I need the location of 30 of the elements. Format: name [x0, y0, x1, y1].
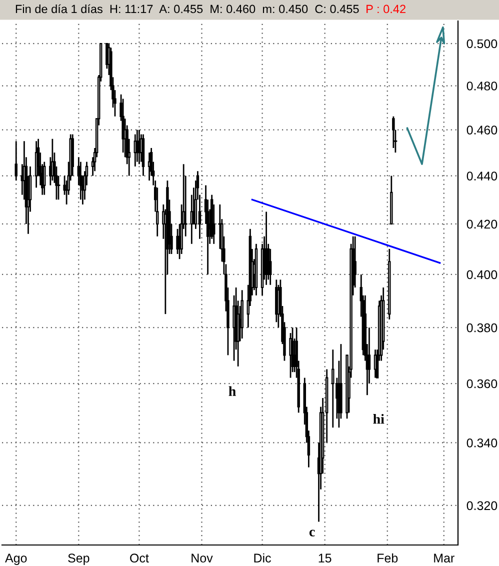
candlestick [332, 348, 334, 428]
x-tick-label: Nov [192, 554, 213, 563]
y-tick-label: 0.360 [466, 379, 498, 388]
annotation: h [228, 386, 236, 396]
x-tick-label: Mar [434, 554, 454, 563]
candlestick [392, 116, 395, 149]
candlestick [43, 161, 46, 196]
x-tick-label: Dic [254, 553, 271, 563]
x-tick-label: Sep [68, 554, 90, 565]
x-tick-label: Oct [130, 554, 149, 563]
y-tick-label: 0.320 [466, 501, 498, 510]
y-tick-label: 0.500 [466, 39, 498, 48]
candlestick [14, 140, 18, 182]
chart-title: Fin de día 1 días H: 11:17 A: 0.455 M: 0.460 m: 0.450 C: 0.455 [16, 4, 359, 14]
y-tick-label: 0.440 [466, 172, 498, 180]
y-tick-label: 0.460 [466, 126, 498, 134]
annotation: c [309, 530, 315, 536]
y-tick-label: 0.420 [466, 220, 498, 229]
y-tick-label: 0.480 [466, 82, 498, 90]
y-tick-label: 0.400 [466, 270, 498, 280]
x-tick-label: 15 [318, 554, 332, 563]
candlestick [122, 98, 124, 154]
candlestick [268, 248, 272, 286]
y-tick-label: 0.380 [466, 323, 498, 332]
x-tick-label: Feb [378, 553, 398, 563]
x-tick-label: Ago [5, 554, 27, 565]
annotation: hi [373, 414, 384, 424]
text: P : 0.42 [366, 4, 406, 14]
candlestick [79, 161, 82, 200]
y-tick-label: 0.340 [466, 438, 498, 448]
